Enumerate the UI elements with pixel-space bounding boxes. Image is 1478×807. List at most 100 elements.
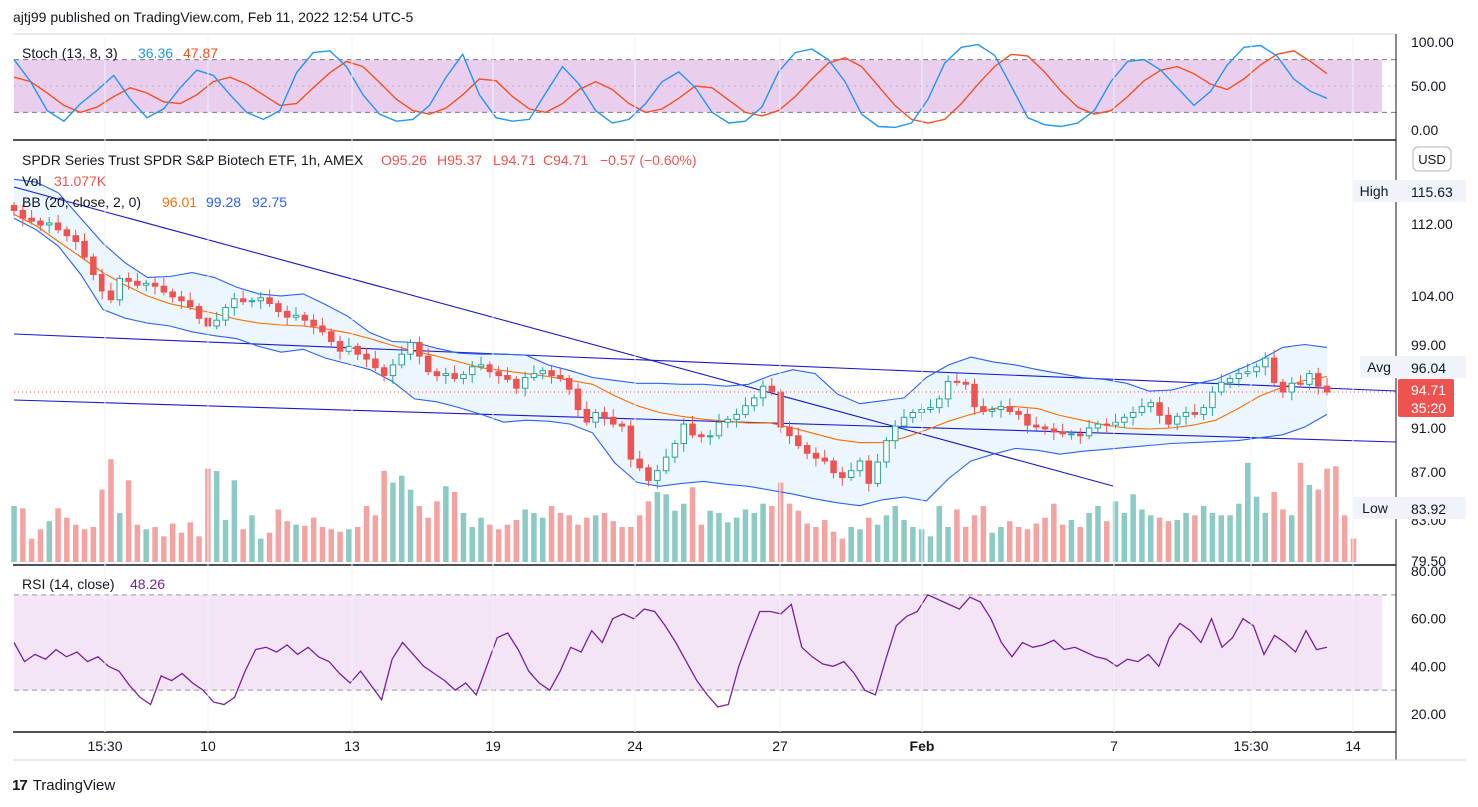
volume-bar (1218, 515, 1224, 562)
volume-bar (557, 513, 564, 562)
tradingview-logo[interactable]: 17 TradingView (12, 777, 115, 794)
bb-fill (14, 179, 1327, 506)
candle-body (521, 377, 529, 389)
rsi-axis-tick: 20.00 (1411, 706, 1446, 722)
candle-body (46, 222, 53, 226)
candle-body (662, 456, 670, 472)
volume-bar (337, 531, 343, 562)
candle-body (759, 385, 767, 399)
time-axis-label: 14 (1345, 738, 1361, 754)
rsi-legend-label: RSI (14, close) (22, 576, 115, 592)
volume-bar (390, 482, 396, 562)
rsi-axis-tick: 40.00 (1411, 658, 1446, 674)
candle-body (874, 461, 881, 484)
rsi-line (13, 593, 1328, 708)
candle-body (90, 256, 97, 275)
candle-body (231, 298, 238, 308)
volume-bar (839, 538, 846, 562)
stoch-d-legend-value: 47.87 (183, 45, 218, 61)
candle-body (19, 209, 27, 219)
volume-bar (178, 532, 185, 562)
volume-bar (187, 522, 193, 562)
currency-label: USD (1418, 152, 1445, 167)
candle-body (1279, 381, 1287, 393)
volume-bar (804, 523, 810, 562)
volume-bar (1253, 496, 1260, 562)
candle-body (116, 277, 123, 301)
stoch-legend-label: Stoch (13, 8, 3) (22, 45, 118, 61)
candle-body (812, 452, 820, 459)
bar-countdown: 35:20 (1411, 400, 1446, 416)
rsi-legend-value: 48.26 (130, 576, 165, 592)
candle-body (1041, 426, 1049, 430)
candle-body (706, 435, 714, 438)
candle-body (486, 364, 494, 373)
candle-body (1218, 381, 1225, 393)
volume-bar (460, 513, 467, 562)
candle-body (10, 205, 18, 211)
candle-body (1024, 413, 1031, 426)
candle-body (645, 467, 652, 481)
volume-bar (601, 513, 608, 562)
candle-body (627, 425, 635, 460)
volume-bar (1165, 521, 1172, 562)
price-axis-tick: 79.50 (1411, 553, 1446, 569)
volume-bar (733, 517, 740, 562)
volume-bar (1333, 466, 1339, 562)
candle-body (795, 435, 802, 446)
high-tag-label: High (1360, 183, 1389, 199)
time-axis-label: 15:30 (1233, 738, 1268, 754)
time-axis-label: 7 (1110, 738, 1118, 754)
volume-bar (813, 527, 819, 562)
volume-bar (822, 520, 828, 562)
volume-bar (1007, 521, 1013, 562)
volume-bar (681, 503, 687, 562)
candle-body (1112, 421, 1119, 426)
volume-bar (1227, 515, 1233, 562)
volume-bar (628, 527, 634, 562)
volume-bar (99, 489, 105, 562)
candle-body (125, 277, 132, 282)
candle-body (1182, 412, 1190, 417)
low-tag-bg (1353, 497, 1398, 519)
volume-bar (275, 509, 282, 562)
rsi-band-fill (14, 594, 1382, 691)
candle-body (380, 367, 388, 377)
candle-body (953, 380, 961, 383)
candle-body (1297, 382, 1304, 385)
trendline-channel-lower (13, 399, 1397, 443)
candle-body (477, 364, 485, 368)
volume-bar (883, 515, 890, 562)
volume-bar (1077, 527, 1083, 562)
candle-body (169, 291, 176, 298)
volume-bar (1289, 515, 1295, 562)
candle-body (803, 445, 811, 454)
volume-bar (1341, 515, 1348, 562)
volume-bar (1306, 485, 1313, 562)
volume-bar (1315, 489, 1321, 562)
stoch-axis-tick: 0.00 (1411, 122, 1438, 138)
volume-bar (1086, 513, 1092, 562)
volume-bar (196, 536, 202, 562)
price-axis-tick: 87.00 (1411, 464, 1446, 480)
candle-body (1235, 373, 1243, 380)
volume-bar (1200, 506, 1207, 562)
volume-bar (619, 527, 625, 562)
avg-value-bg (1398, 356, 1466, 378)
volume-bar (222, 520, 229, 562)
volume-bar (989, 532, 995, 562)
candle-body (222, 307, 229, 321)
volume-bar (830, 531, 837, 562)
volume-bar (20, 508, 26, 562)
candle-body (1156, 402, 1163, 416)
volume-bar (689, 487, 696, 562)
last-price-value: 94.71 (1411, 382, 1446, 398)
currency-button[interactable] (1412, 146, 1452, 172)
candle-body (1138, 406, 1146, 413)
legends: Stoch (13, 8, 3) 36.36 47.87 SPDR Series… (22, 45, 697, 592)
trendline-channel-upper (13, 333, 1397, 392)
candle-body (927, 407, 934, 411)
volume-legend-label: Vol (22, 173, 41, 189)
high-value-bg (1398, 180, 1466, 202)
